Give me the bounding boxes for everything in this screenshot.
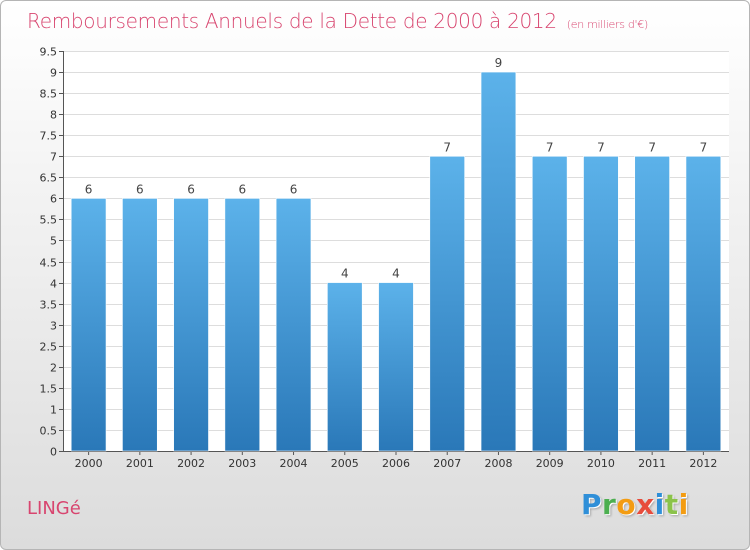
bar (327, 282, 363, 452)
unit-text: (en milliers d'€) (566, 18, 648, 31)
x-tick-label: 2007 (433, 457, 461, 470)
x-tick-label: 2004 (280, 457, 308, 470)
x-tick-label: 2003 (228, 457, 256, 470)
y-tick-label: 3 (50, 320, 57, 333)
bar (480, 71, 517, 452)
value-label: 7 (546, 140, 554, 154)
logo-letter: o (616, 488, 637, 521)
bar (583, 155, 619, 452)
logo-letter: r (602, 488, 617, 521)
y-tick-label: 0.5 (40, 425, 58, 438)
value-label: 6 (290, 182, 298, 196)
x-tick-label: 2008 (484, 457, 512, 470)
y-tick-label: 0 (50, 446, 57, 459)
value-label: 4 (341, 267, 349, 281)
bar (429, 155, 465, 452)
y-tick-label: 6.5 (40, 172, 58, 185)
y-tick-label: 1.5 (40, 383, 58, 396)
value-label: 7 (443, 140, 451, 154)
value-label: 4 (392, 267, 400, 281)
x-tick-label: 2002 (177, 457, 205, 470)
x-tick-label: 2006 (382, 457, 410, 470)
value-label: 7 (700, 140, 708, 154)
proxiti-logo[interactable]: Proxiti (581, 488, 689, 521)
x-tick-label: 2005 (331, 457, 359, 470)
x-tick-label: 2009 (536, 457, 564, 470)
value-label: 7 (648, 140, 656, 154)
x-tick-label: 2010 (587, 457, 615, 470)
x-tick-label: 2000 (75, 457, 103, 470)
bar (634, 155, 670, 452)
logo-letter: P (581, 488, 603, 521)
bar (275, 198, 312, 452)
labels: 6 6 6 6 6 4 4 7 9 7 7 7 7 (85, 56, 707, 281)
place-name: LINGé (27, 498, 81, 519)
y-tick-label: 9 (50, 67, 57, 80)
value-label: 7 (597, 140, 605, 154)
y-tick-label: 5.5 (40, 214, 58, 227)
value-label: 6 (238, 182, 246, 196)
y-tick-label: 8.5 (40, 88, 58, 101)
bar (224, 198, 261, 452)
y-tick-label: 4.5 (40, 257, 58, 270)
logo-letter: t (664, 488, 679, 521)
y-tick-label: 5 (50, 235, 57, 248)
y-tick-label: 9.5 (40, 46, 58, 59)
x-tick-label: 2011 (638, 457, 666, 470)
bar (685, 155, 722, 452)
y-tick-label: 3.5 (40, 299, 58, 312)
y-tick-label: 7.5 (40, 130, 58, 143)
logo-letter: i (654, 488, 665, 521)
bar (122, 198, 158, 452)
y-tick-label: 2.5 (40, 341, 58, 354)
x-tick-label: 2012 (689, 457, 717, 470)
value-label: 6 (187, 182, 195, 196)
bar (378, 282, 414, 452)
value-label: 6 (85, 182, 93, 196)
bar (173, 198, 209, 452)
bars (70, 71, 722, 452)
axes: 0 0.5 1 1.5 2 2.5 3 3.5 4 4.5 5 5.5 6 6.5 7 7.5 8 8.5 9 9.5… (40, 46, 729, 470)
logo-letter: x (636, 488, 655, 521)
value-label: 9 (495, 56, 503, 70)
y-tick-label: 2 (50, 362, 57, 375)
x-tick-label: 2001 (126, 457, 154, 470)
y-tick-label: 1 (50, 404, 57, 417)
logo-letter: i (678, 488, 689, 521)
title-text: Remboursements Annuels de la Dette de 20… (27, 9, 557, 33)
bar (531, 155, 568, 452)
y-tick-label: 7 (50, 151, 57, 164)
bar (70, 198, 107, 452)
y-tick-label: 6 (50, 193, 57, 206)
y-tick-label: 8 (50, 109, 57, 122)
chart-title: Remboursements Annuels de la Dette de 20… (27, 9, 648, 33)
y-tick-label: 4 (50, 278, 57, 291)
value-label: 6 (136, 182, 144, 196)
